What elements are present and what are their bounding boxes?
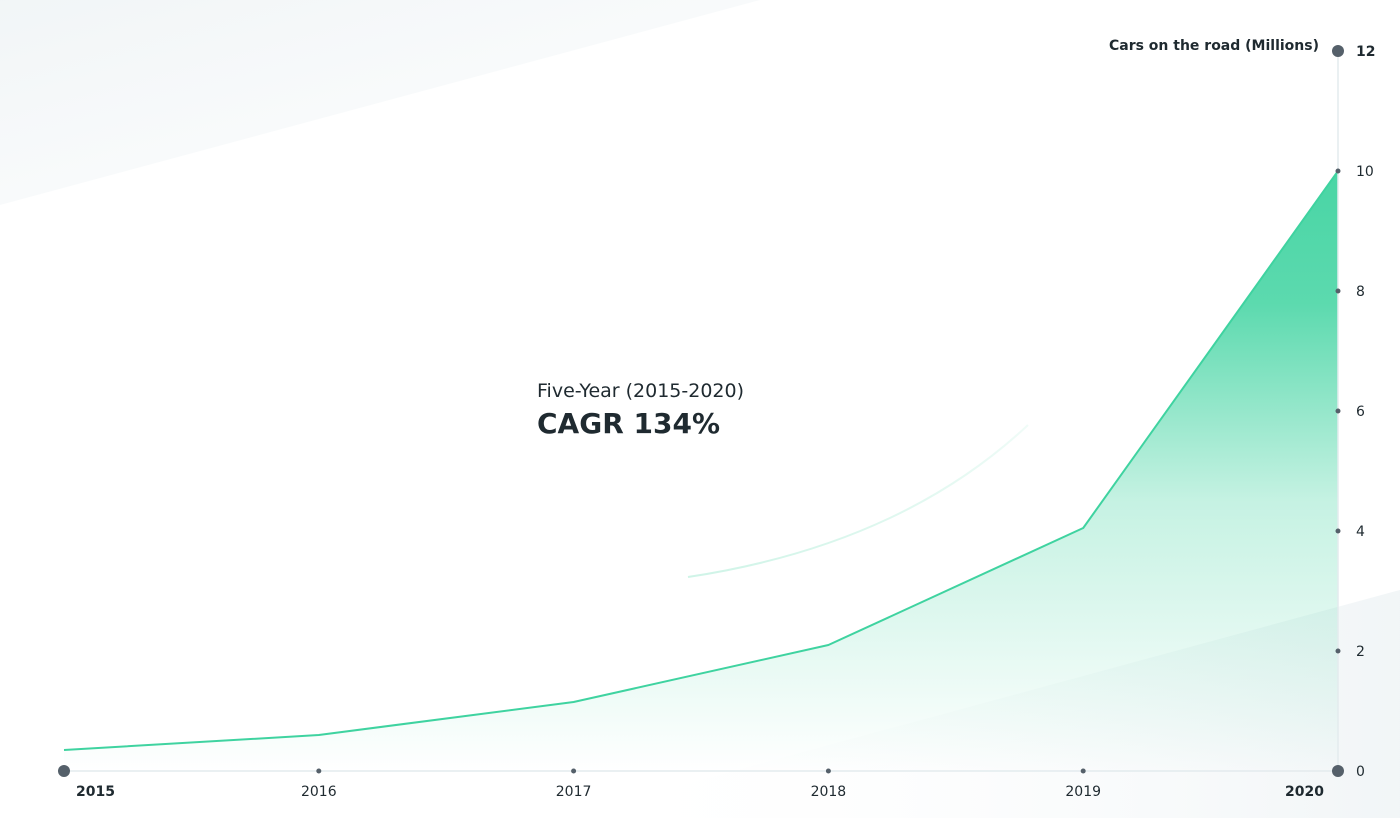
y-tick-label-10: 10 bbox=[1356, 164, 1374, 180]
y-tick-dot-8 bbox=[1335, 288, 1341, 294]
x-tick-label-2018: 2018 bbox=[811, 784, 847, 800]
y-tick-dot-10 bbox=[1335, 168, 1341, 174]
x-tick-label-2020: 2020 bbox=[1285, 784, 1324, 800]
y-tick-dot-4 bbox=[1335, 528, 1341, 534]
y-tick-dot-2 bbox=[1335, 648, 1341, 654]
y-tick-label-6: 6 bbox=[1356, 404, 1365, 420]
cagr-annotation: Five-Year (2015-2020) CAGR 134% bbox=[537, 378, 744, 444]
x-tick-label-2015: 2015 bbox=[76, 784, 115, 800]
growth-arrow bbox=[687, 424, 1029, 578]
y-tick-label-2: 2 bbox=[1356, 644, 1365, 660]
series-area bbox=[64, 171, 1338, 771]
y-tick-label-12: 12 bbox=[1356, 44, 1375, 60]
y-tick-label-4: 4 bbox=[1356, 524, 1365, 540]
x-tick-label-2019: 2019 bbox=[1065, 784, 1101, 800]
x-tick-dot-2020 bbox=[1332, 765, 1344, 777]
background-band-top bbox=[0, 0, 760, 205]
x-tick-dot-2019 bbox=[1080, 768, 1086, 774]
y-tick-label-8: 8 bbox=[1356, 284, 1365, 300]
y-tick-label-0: 0 bbox=[1356, 764, 1365, 780]
y-tick-dot-12 bbox=[1332, 45, 1344, 57]
series-line bbox=[63, 170, 1339, 751]
annotation-subtitle: Five-Year (2015-2020) bbox=[537, 380, 745, 402]
x-tick-dot-2018 bbox=[825, 768, 831, 774]
y-axis-title: Cars on the road (Millions) bbox=[1109, 38, 1319, 54]
x-tick-dot-2015 bbox=[58, 765, 70, 777]
x-tick-dot-2016 bbox=[316, 768, 322, 774]
annotation-headline: CAGR 134% bbox=[537, 407, 721, 440]
y-tick-dot-6 bbox=[1335, 408, 1341, 414]
x-tick-label-2017: 2017 bbox=[556, 784, 592, 800]
x-tick-dot-2017 bbox=[571, 768, 577, 774]
x-tick-label-2016: 2016 bbox=[301, 784, 337, 800]
